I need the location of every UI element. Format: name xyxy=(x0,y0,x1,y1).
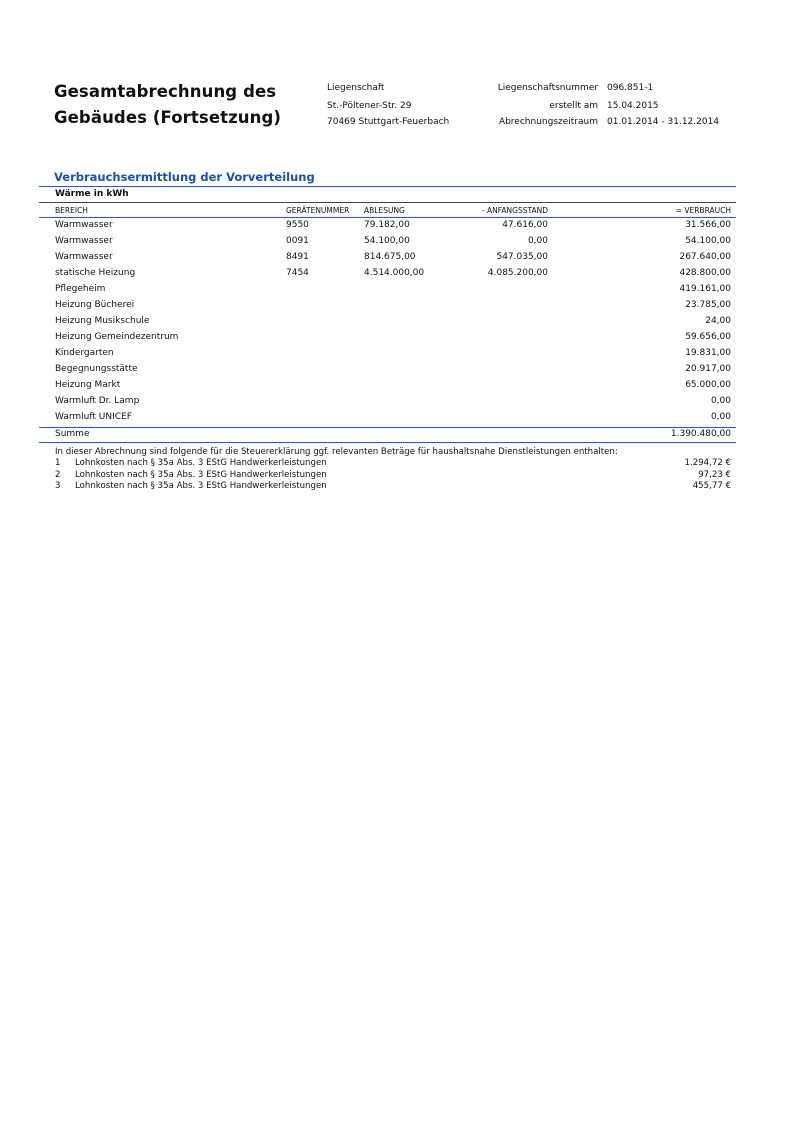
cell-bereich: Begegnungsstätte xyxy=(55,364,138,374)
cell-bereich: Heizung Musikschule xyxy=(55,316,150,326)
table-row: Heizung Gemeindezentrum 59.656,00 xyxy=(39,332,736,348)
cell-verbrauch: 428.800,00 xyxy=(679,268,731,278)
tax-item-no: 3 xyxy=(55,481,61,491)
property-number-value: 096.851-1 xyxy=(607,83,654,93)
property-number-label: Liegenschaftsnummer xyxy=(497,83,598,93)
tax-item-text: Lohnkosten nach § 35a Abs. 3 EStG Handwe… xyxy=(75,458,327,468)
cell-bereich: Heizung Gemeindezentrum xyxy=(55,332,179,342)
table-row: Heizung Markt 65.000,00 xyxy=(39,380,736,396)
tax-item-amount: 97,23 € xyxy=(698,469,731,480)
divider xyxy=(39,442,736,443)
document-title-line1: Gesamtabrechnung des xyxy=(54,82,277,101)
cell-bereich: Warmluft UNICEF xyxy=(55,412,132,422)
cell-verbrauch: 19.831,00 xyxy=(685,348,731,358)
cell-anfang: 47.616,00 xyxy=(502,220,548,230)
cell-verbrauch: 419.161,00 xyxy=(679,284,731,294)
col-bereich: BEREICH xyxy=(55,206,88,215)
cell-verbrauch: 65.000,00 xyxy=(685,380,731,390)
tax-intro: In dieser Abrechnung sind folgende für d… xyxy=(55,447,618,457)
table-row: Warmluft UNICEF 0,00 xyxy=(39,412,736,428)
tax-item-no: 2 xyxy=(55,469,61,480)
cell-ablesung: 814.675,00 xyxy=(364,252,416,262)
created-value: 15.04.2015 xyxy=(607,101,659,111)
cell-verbrauch: 31.566,00 xyxy=(685,220,731,230)
col-verbrauch: = VERBRAUCH xyxy=(675,206,731,215)
tax-item: 2 Lohnkosten nach § 35a Abs. 3 EStG Handw… xyxy=(39,470,736,486)
sum-row: Summe 1.390.480,00 xyxy=(39,429,736,445)
cell-verbrauch: 0,00 xyxy=(710,396,731,406)
cell-bereich: Heizung Bücherei xyxy=(55,300,135,310)
cell-bereich: Warmwasser xyxy=(55,236,113,246)
tax-item-text: Lohnkosten nach § 35a Abs. 3 EStG Handwe… xyxy=(75,469,327,480)
property-street: St.-Pöltener-Str. 29 xyxy=(327,101,412,111)
property-city: 70469 Stuttgart-Feuerbach xyxy=(327,117,450,127)
tax-item: 3 Lohnkosten nach § 35a Abs. 3 EStG Handw… xyxy=(39,481,736,497)
section-title: Verbrauchsermittlung der Vorverteilung xyxy=(54,170,315,184)
cell-verbrauch: 24,00 xyxy=(705,316,731,326)
cell-bereich: statische Heizung xyxy=(55,268,136,278)
document-title-line2: Gebäudes (Fortsetzung) xyxy=(54,108,282,127)
cell-bereich: Warmwasser xyxy=(55,252,113,262)
col-ablesung: ABLESUNG xyxy=(364,206,405,215)
cell-verbrauch: 20.917,00 xyxy=(685,364,731,374)
table-row: Warmwasser 0091 54.100,00 0,00 54.100,00 xyxy=(39,236,736,252)
cell-anfang: 547.035,00 xyxy=(496,252,548,262)
divider xyxy=(39,427,736,428)
tax-item-amount: 455,77 € xyxy=(692,481,731,491)
cell-bereich: Pflegeheim xyxy=(55,284,106,294)
table-header: BEREICH GERÄTENUMMER ABLESUNG - ANFANGSS… xyxy=(39,206,736,222)
created-label: erstellt am xyxy=(549,101,598,111)
table-row: Heizung Musikschule 24,00 xyxy=(39,316,736,332)
table-row: Warmwasser 9550 79.182,00 47.616,00 31.566,0… xyxy=(39,220,736,236)
tax-item-no: 1 xyxy=(55,458,61,468)
cell-geraet: 0091 xyxy=(286,236,309,246)
tax-item: 1 Lohnkosten nach § 35a Abs. 3 EStG Handw… xyxy=(39,458,736,474)
divider xyxy=(39,202,736,203)
period-label: Abrechnungszeitraum xyxy=(498,117,598,127)
table-row: Begegnungsstätte 20.917,00 xyxy=(39,364,736,380)
cell-bereich: Warmluft Dr. Lamp xyxy=(55,396,140,406)
sum-value: 1.390.480,00 xyxy=(670,429,731,439)
cell-ablesung: 54.100,00 xyxy=(364,236,410,246)
cell-bereich: Kindergarten xyxy=(55,348,114,358)
cell-verbrauch: 267.640,00 xyxy=(679,252,731,262)
cell-ablesung: 4.514.000,00 xyxy=(364,268,425,278)
table-row: Warmluft Dr. Lamp 0,00 xyxy=(39,396,736,412)
table-row: Kindergarten 19.831,00 xyxy=(39,348,736,364)
cell-anfang: 4.085.200,00 xyxy=(487,268,548,278)
cell-geraet: 8491 xyxy=(286,252,309,262)
cell-bereich: Warmwasser xyxy=(55,220,113,230)
table-row: Warmwasser 8491 814.675,00 547.035,00 267.64… xyxy=(39,252,736,268)
cell-verbrauch: 54.100,00 xyxy=(685,236,731,246)
period-value: 01.01.2014 - 31.12.2014 xyxy=(607,117,720,127)
section-subtitle: Wärme in kWh xyxy=(55,189,129,199)
table-row: Pflegeheim 419.161,00 xyxy=(39,284,736,300)
table-row: Heizung Bücherei 23.785,00 xyxy=(39,300,736,316)
cell-geraet: 9550 xyxy=(286,220,309,230)
cell-verbrauch: 23.785,00 xyxy=(685,300,731,310)
cell-verbrauch: 59.656,00 xyxy=(685,332,731,342)
cell-verbrauch: 0,00 xyxy=(710,412,731,422)
sum-label: Summe xyxy=(55,429,90,439)
property-label: Liegenschaft xyxy=(327,83,385,93)
cell-anfang: 0,00 xyxy=(527,236,548,246)
col-anfangsstand: - ANFANGSSTAND xyxy=(481,206,548,215)
cell-bereich: Heizung Markt xyxy=(55,380,121,390)
col-geraetenummer: GERÄTENUMMER xyxy=(286,206,350,215)
divider xyxy=(39,186,736,187)
cell-geraet: 7454 xyxy=(286,268,309,278)
tax-item-amount: 1.294,72 € xyxy=(684,458,731,468)
cell-ablesung: 79.182,00 xyxy=(364,220,410,230)
table-row: statische Heizung 7454 4.514.000,00 4.085.2… xyxy=(39,268,736,284)
divider xyxy=(39,217,736,218)
tax-item-text: Lohnkosten nach § 35a Abs. 3 EStG Handwe… xyxy=(75,481,327,491)
